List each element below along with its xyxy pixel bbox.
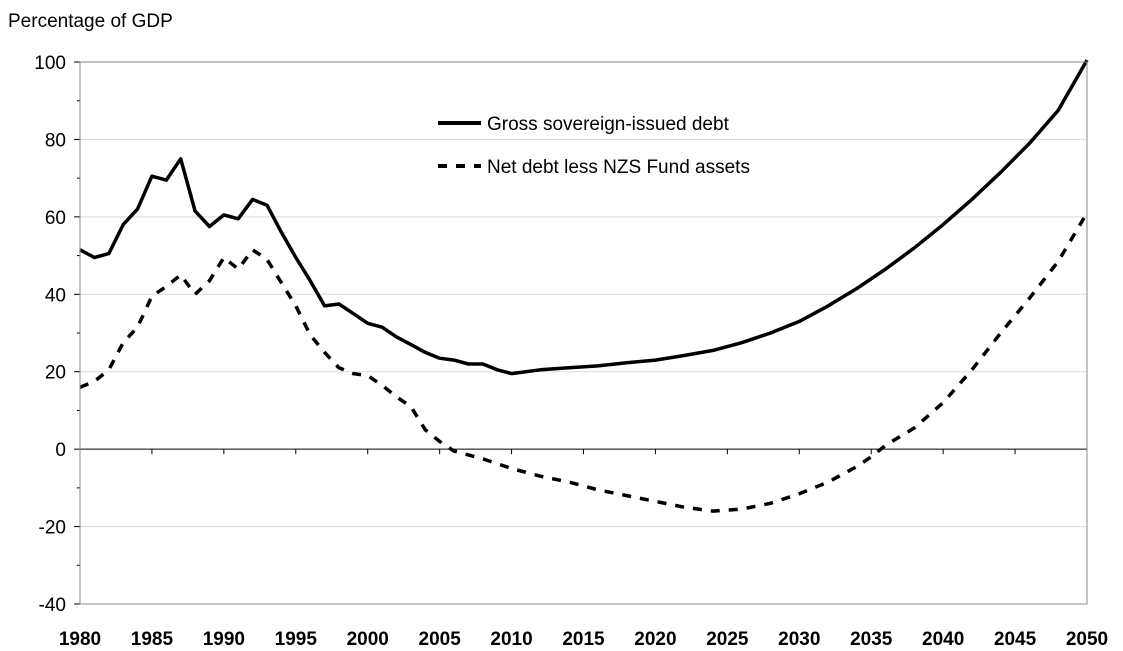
series-line-gross-debt <box>79 59 1089 376</box>
y-tick-label: 100 <box>34 53 66 74</box>
x-tick-label: 2045 <box>994 629 1037 650</box>
y-tick-label: -20 <box>39 518 66 539</box>
x-axis-ticks: 1980 1985 1990 1995 2000 2005 2010 2015 2020 2025… <box>59 449 1108 650</box>
x-tick-label: 2015 <box>562 629 605 650</box>
y-tick-label: 80 <box>45 130 66 151</box>
x-tick-label: 2025 <box>706 629 749 650</box>
x-tick-label: 1980 <box>59 629 101 650</box>
legend-label-gross-debt: Gross sovereign-issued debt <box>487 114 730 135</box>
x-tick-label: 2050 <box>1066 629 1108 650</box>
y-tick-label: 20 <box>45 363 66 384</box>
legend-label-net-debt: Net debt less NZS Fund assets <box>487 157 750 178</box>
x-tick-label: 2010 <box>490 629 532 650</box>
y-tick-label: 60 <box>45 208 66 229</box>
x-tick-label: 2020 <box>634 629 676 650</box>
series-layer <box>79 59 1089 513</box>
x-tick-label: 1990 <box>203 629 245 650</box>
y-tick-label: 40 <box>45 285 66 306</box>
gridlines <box>80 61 1087 605</box>
y-axis-ticks: 100 80 60 40 20 0 -20 -40 <box>34 53 80 616</box>
x-tick-label: 1995 <box>275 629 318 650</box>
x-tick-label: 2040 <box>922 629 964 650</box>
plot-frame <box>79 61 1088 605</box>
legend: Gross sovereign-issued debt Net debt les… <box>438 114 750 178</box>
x-tick-label: 2030 <box>778 629 820 650</box>
x-tick-label: 1985 <box>131 629 174 650</box>
y-tick-label: -40 <box>39 595 66 616</box>
x-tick-label: 2035 <box>850 629 893 650</box>
x-tick-label: 2000 <box>347 629 389 650</box>
y-tick-label: 0 <box>55 440 66 461</box>
y-axis-label: Percentage of GDP <box>8 11 173 32</box>
series-line-net-debt <box>79 212 1089 513</box>
x-tick-label: 2005 <box>419 629 462 650</box>
